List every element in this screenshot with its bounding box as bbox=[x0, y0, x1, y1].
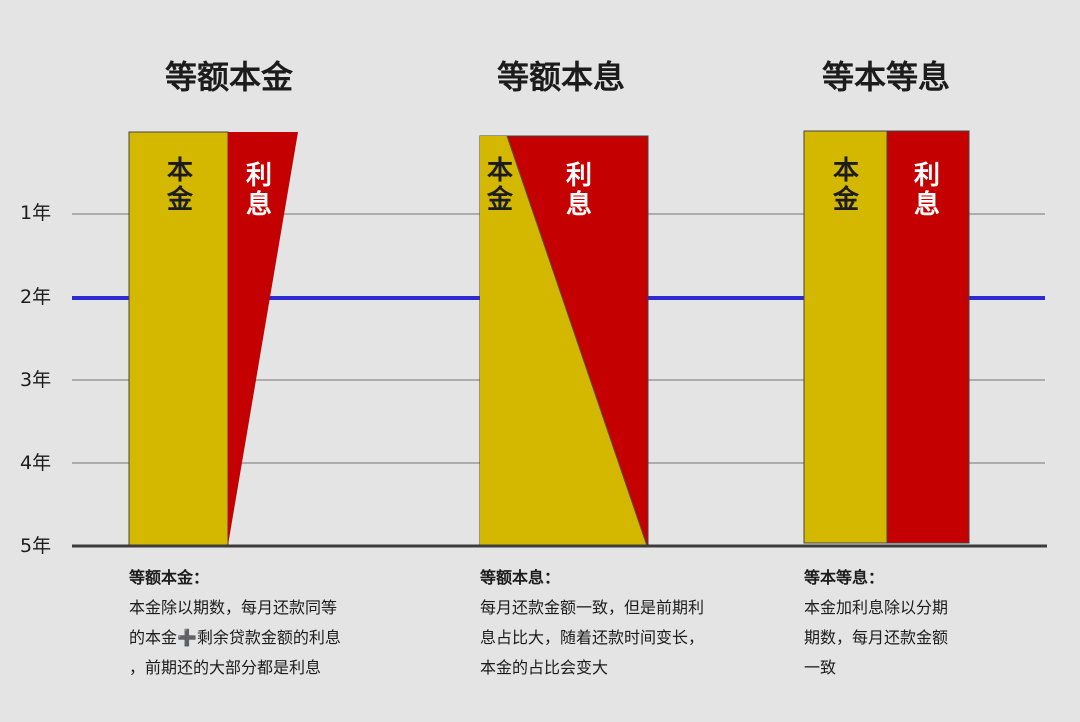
panel2-interest-label: 利息 bbox=[565, 161, 592, 220]
panel1-interest-shape bbox=[228, 132, 298, 545]
y-label-year-5: 5年 bbox=[20, 535, 52, 557]
panel2-description-line: 本金的占比会变大 bbox=[480, 658, 609, 677]
panel1-description-line: 本金除以期数，每月还款同等 bbox=[129, 598, 338, 617]
panel3-description: 等本等息： 本金加利息除以分期 期数，每月还款金额 一致 bbox=[804, 563, 948, 683]
y-label-year-2: 2年 bbox=[20, 286, 52, 308]
panel1-description-line: ，前期还的大部分都是利息 bbox=[129, 658, 322, 677]
panel2-description: 等额本息： 每月还款金额一致，但是前期利 息占比大，随着还款时间变长， 本金的占… bbox=[480, 563, 704, 683]
panel3-principal-shape bbox=[803, 130, 888, 544]
panel2-description-line: 息占比大，随着还款时间变长， bbox=[480, 628, 705, 647]
panel3-principal-label: 本金 bbox=[832, 156, 859, 215]
panel3-interest-shape bbox=[886, 130, 970, 544]
panel2-principal-label: 本金 bbox=[486, 156, 513, 215]
panel3-description-line: 期数，每月还款金额 bbox=[804, 628, 949, 647]
panel3-description-line: 本金加利息除以分期 bbox=[804, 598, 949, 617]
panel2-description-line: 每月还款金额一致，但是前期利 bbox=[480, 598, 705, 617]
panel1-principal-label: 本金 bbox=[166, 156, 193, 215]
panel2-divider bbox=[506, 135, 648, 547]
y-label-year-3: 3年 bbox=[20, 369, 52, 391]
panel1-interest-label: 利息 bbox=[245, 161, 272, 220]
panel3-title: 等本等息 bbox=[821, 58, 950, 96]
panel1-description-heading: 等额本金： bbox=[129, 568, 210, 587]
panel1-description-line: 的本金➕剩余贷款金额的利息 bbox=[129, 628, 341, 647]
panel2-principal-shape bbox=[480, 136, 647, 546]
panel1-principal-shape bbox=[128, 131, 229, 546]
y-label-year-4: 4年 bbox=[20, 452, 52, 474]
panel1-title: 等额本金 bbox=[164, 58, 293, 96]
y-label-year-1: 1年 bbox=[20, 202, 52, 224]
panel3-description-line: 一致 bbox=[804, 658, 837, 677]
panel1-description: 等额本金： 本金除以期数，每月还款同等 的本金➕剩余贷款金额的利息 ，前期还的大… bbox=[129, 563, 341, 683]
panel2-description-heading: 等额本息： bbox=[480, 568, 561, 587]
panel2-title: 等额本息 bbox=[496, 58, 625, 96]
panel3-description-heading: 等本等息： bbox=[804, 568, 885, 587]
panel3-interest-label: 利息 bbox=[913, 161, 940, 220]
